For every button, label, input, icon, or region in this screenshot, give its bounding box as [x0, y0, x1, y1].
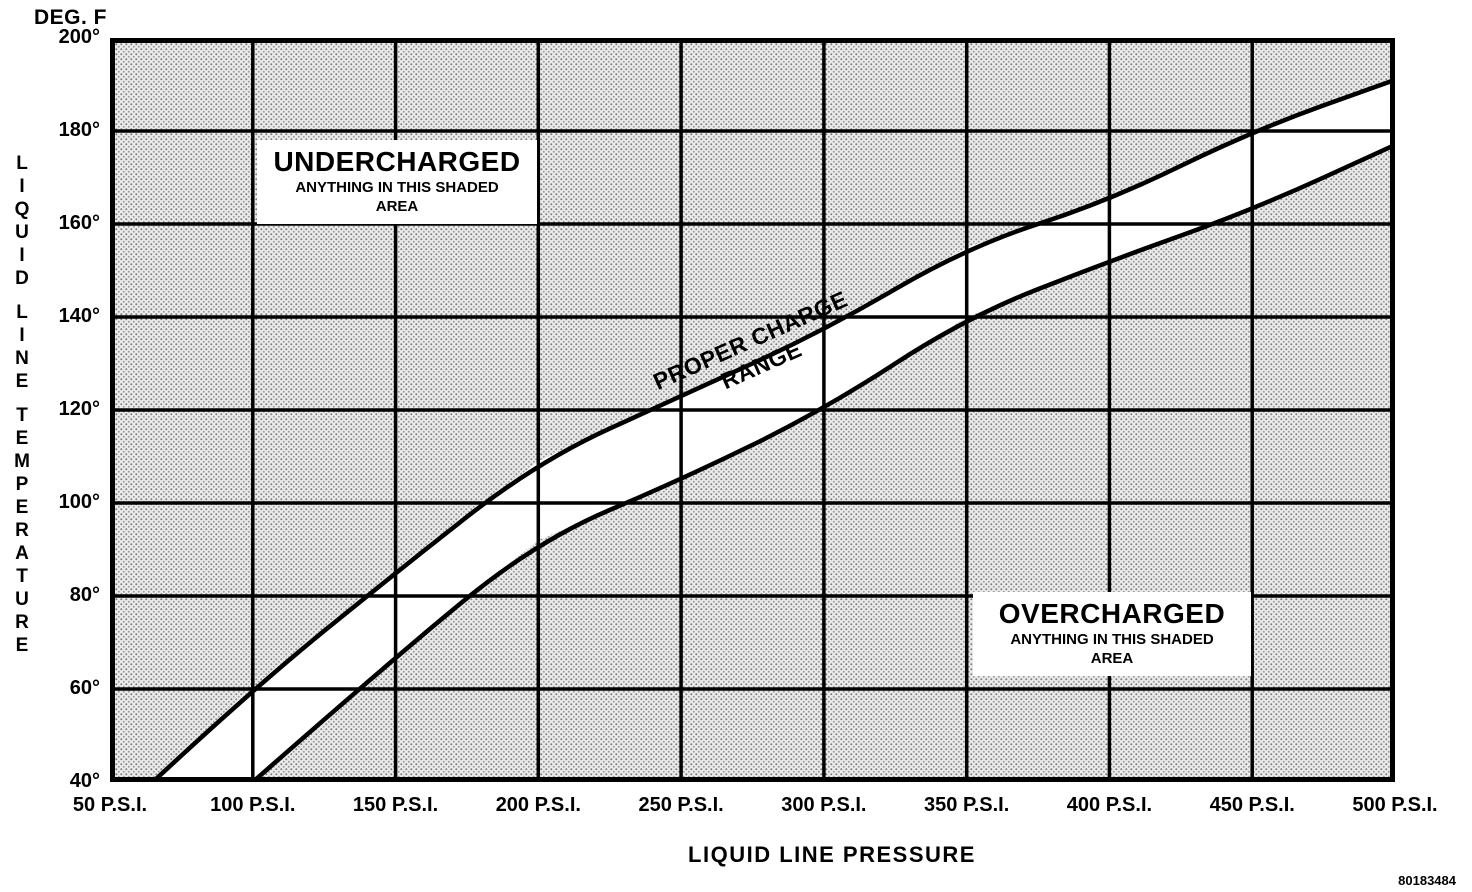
x-axis-title: LIQUID LINE PRESSURE — [688, 842, 976, 867]
y-tick-label: 180° — [58, 119, 100, 141]
document-number: 80183484 — [1398, 873, 1456, 888]
upper-boundary-curve — [151, 77, 1395, 782]
overcharged-annotation: OVERCHARGED ANYTHING IN THIS SHADED AREA — [973, 592, 1251, 676]
x-tick-label: 450 P.S.I. — [1209, 794, 1295, 816]
y-tick-label: 160° — [58, 212, 100, 234]
x-tick-label: 150 P.S.I. — [352, 794, 439, 816]
y-axis-unit-label: DEG. F — [34, 6, 108, 29]
x-tick-label: 300 P.S.I. — [781, 794, 867, 816]
overcharged-title: OVERCHARGED — [998, 598, 1226, 629]
x-tick-label: 400 P.S.I. — [1066, 794, 1153, 816]
overcharged-line1: ANYTHING IN THIS SHADED — [1010, 631, 1214, 648]
lower-boundary-curve — [251, 142, 1395, 782]
x-tick-label: 250 P.S.I. — [638, 794, 724, 816]
y-tick-label: 120° — [58, 398, 100, 420]
x-tick-label: 200 P.S.I. — [495, 794, 581, 816]
undercharged-annotation: UNDERCHARGED ANYTHING IN THIS SHADED ARE… — [257, 140, 537, 224]
y-tick-label: 100° — [58, 491, 100, 513]
y-tick-label: 60° — [69, 677, 100, 699]
y-tick-label: 200° — [58, 26, 100, 48]
x-tick-label: 500 P.S.I. — [1352, 794, 1438, 816]
overcharged-line2: AREA — [1090, 650, 1134, 667]
y-tick-label: 80° — [69, 584, 100, 606]
y-tick-label: 140° — [58, 305, 100, 327]
undercharged-title: UNDERCHARGED — [273, 146, 521, 177]
x-tick-label: 350 P.S.I. — [924, 794, 1010, 816]
x-tick-label: 50 P.S.I. — [72, 794, 148, 816]
x-tick-label: 100 P.S.I. — [210, 794, 296, 816]
undercharged-line1: ANYTHING IN THIS SHADED — [295, 179, 499, 196]
proper-charge-band — [152, 79, 1395, 782]
y-tick-label: 40° — [69, 770, 100, 792]
undercharged-line2: AREA — [375, 198, 419, 215]
plot-border — [110, 38, 1395, 782]
